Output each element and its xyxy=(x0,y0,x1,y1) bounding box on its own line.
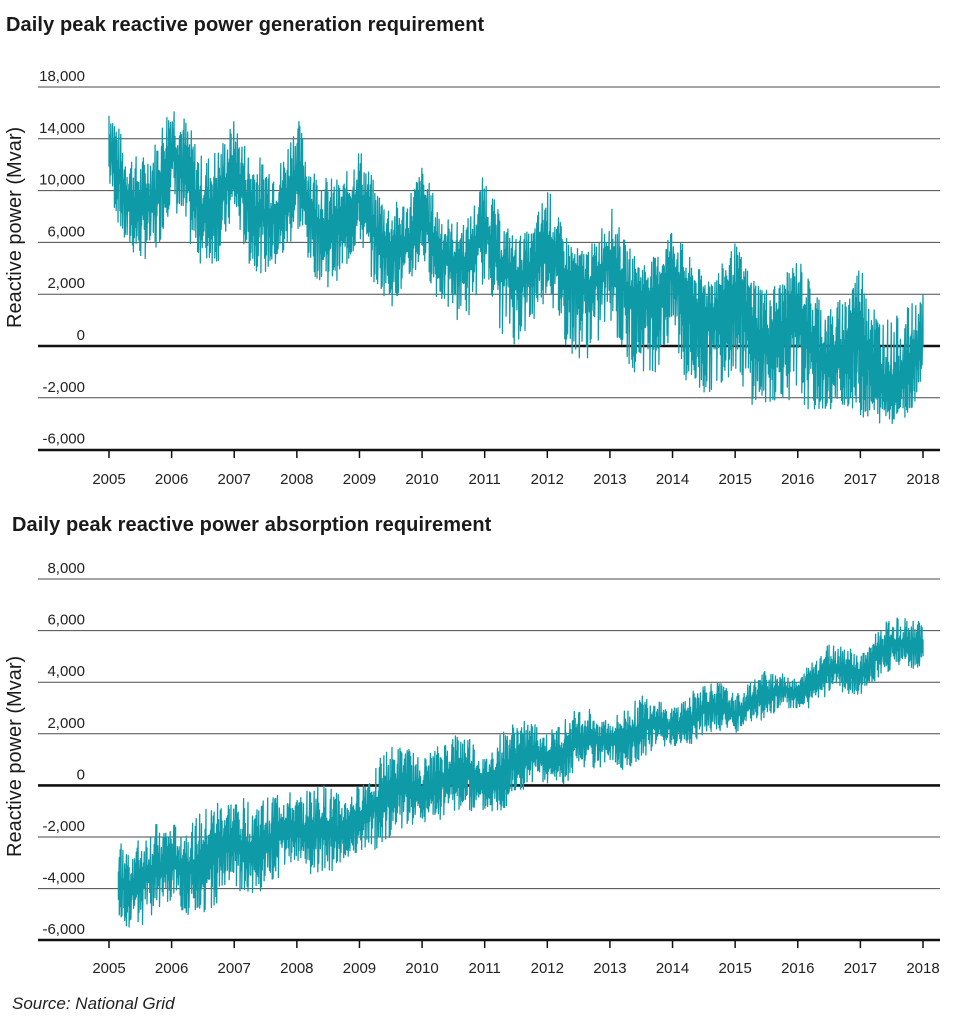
y-tick-label: 8,000 xyxy=(47,560,85,577)
x-tick-label: 2016 xyxy=(781,471,814,488)
chart-title-generation: Daily peak reactive power generation req… xyxy=(6,14,485,36)
y-tick-label: 18,000 xyxy=(39,68,85,85)
x-tick-label: 2005 xyxy=(92,960,125,977)
chart-generation: 18,000 14,000 10,000 6,000 2,000 0 -2,000 -6,00… xyxy=(38,68,940,488)
y-tick-label: -2,000 xyxy=(42,379,85,396)
x-tick-label: 2011 xyxy=(469,960,501,977)
x-tick-label: 2008 xyxy=(280,471,313,488)
x-tick-label: 2005 xyxy=(92,471,125,488)
x-tick-label: 2009 xyxy=(343,471,376,488)
y-tick-label: 10,000 xyxy=(39,172,85,189)
y-tick-label: 6,000 xyxy=(47,612,85,629)
x-tick-label: 2016 xyxy=(781,960,814,977)
x-tick-label: 2006 xyxy=(155,960,188,977)
x-tick-label: 2017 xyxy=(844,960,877,977)
series-line-generation xyxy=(108,111,924,425)
x-tick-label: 2007 xyxy=(218,471,251,488)
series-line-absorption xyxy=(117,617,924,928)
x-tick-label: 2015 xyxy=(718,960,751,977)
y-tick-label: 2,000 xyxy=(47,275,85,292)
x-tick-label: 2012 xyxy=(531,960,564,977)
x-tick-label: 2015 xyxy=(718,471,751,488)
x-tick-label: 2017 xyxy=(844,471,877,488)
y-tick-label: 4,000 xyxy=(47,663,85,680)
y-tick-label: 2,000 xyxy=(47,715,85,732)
x-tick-label: 2012 xyxy=(531,471,564,488)
x-tick-label: 2010 xyxy=(405,960,438,977)
chart-title-absorption: Daily peak reactive power absorption req… xyxy=(12,514,492,536)
x-tick-label: 2008 xyxy=(280,960,313,977)
y-tick-label: 6,000 xyxy=(47,223,85,240)
x-tick-label: 2014 xyxy=(656,471,689,488)
x-tick-label: 2009 xyxy=(343,960,376,977)
x-tick-label: 2013 xyxy=(593,471,626,488)
chart-absorption: 8,000 6,000 4,000 2,000 0 -2,000 -4,000 -6,000 2… xyxy=(38,560,940,977)
x-tick-label: 2013 xyxy=(593,960,626,977)
x-tick-label: 2007 xyxy=(218,960,251,977)
y-tick-label: -6,000 xyxy=(42,431,85,448)
y-tick-label: -2,000 xyxy=(42,818,85,835)
y-tick-label: 0 xyxy=(77,766,85,783)
source-note: Source: National Grid xyxy=(12,994,175,1013)
y-tick-label: 14,000 xyxy=(39,120,85,137)
x-tick-label: 2006 xyxy=(155,471,188,488)
x-tick-label: 2018 xyxy=(906,960,939,977)
x-tick-label: 2014 xyxy=(656,960,689,977)
x-tick-label: 2018 xyxy=(906,471,939,488)
y-tick-label: 0 xyxy=(77,327,85,344)
x-tick-label: 2011 xyxy=(469,471,501,488)
y-tick-label: -6,000 xyxy=(42,921,85,938)
x-tick-label: 2010 xyxy=(405,471,438,488)
y-tick-label: -4,000 xyxy=(42,870,85,887)
